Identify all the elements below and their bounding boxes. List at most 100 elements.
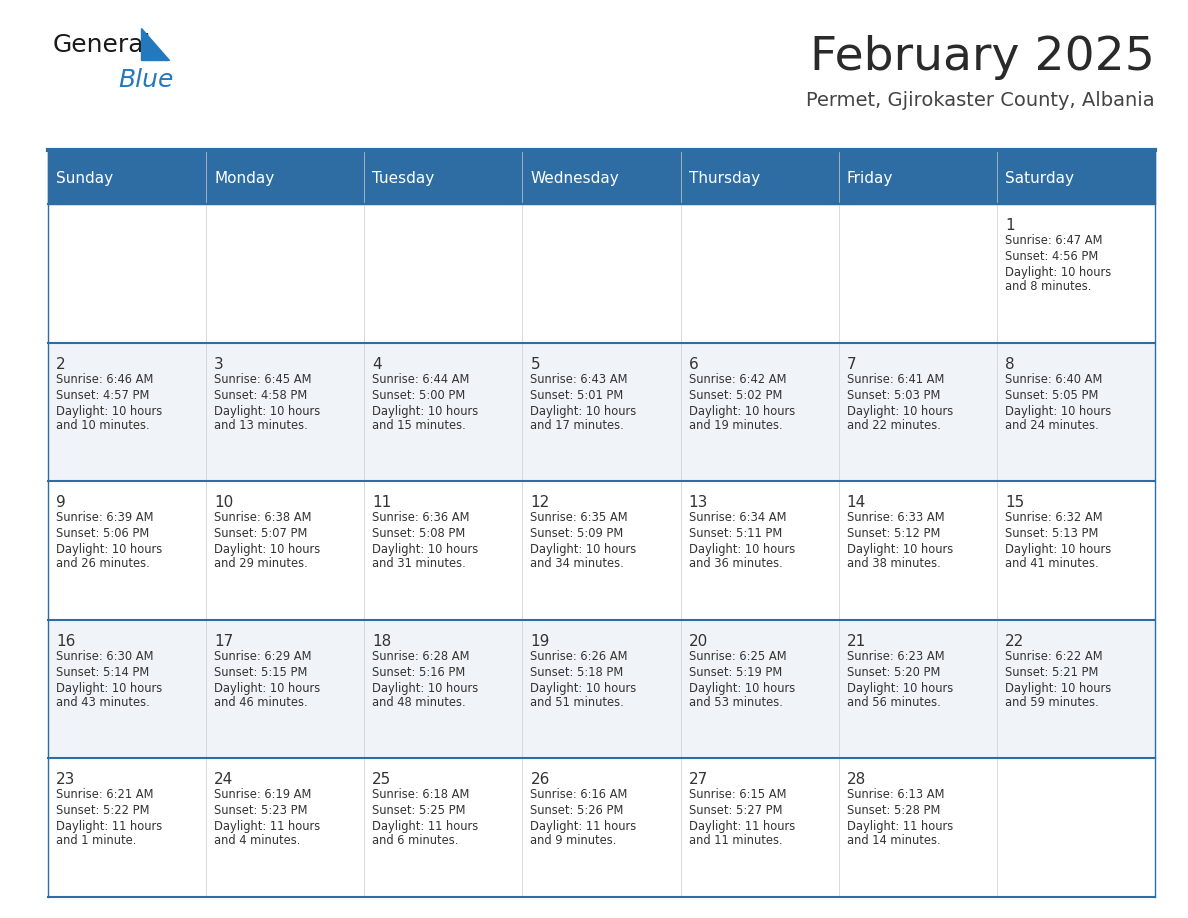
Text: 20: 20 xyxy=(689,633,708,649)
Text: Sunrise: 6:43 AM: Sunrise: 6:43 AM xyxy=(530,373,628,386)
Text: Sunset: 5:20 PM: Sunset: 5:20 PM xyxy=(847,666,940,678)
Text: and 59 minutes.: and 59 minutes. xyxy=(1005,696,1099,709)
Text: and 56 minutes.: and 56 minutes. xyxy=(847,696,941,709)
Text: Sunrise: 6:13 AM: Sunrise: 6:13 AM xyxy=(847,789,944,801)
Text: 14: 14 xyxy=(847,495,866,510)
Text: 22: 22 xyxy=(1005,633,1024,649)
Text: Daylight: 10 hours: Daylight: 10 hours xyxy=(847,543,953,556)
Text: 19: 19 xyxy=(530,633,550,649)
Text: Sunrise: 6:35 AM: Sunrise: 6:35 AM xyxy=(530,511,628,524)
Bar xyxy=(523,204,681,342)
Text: Sunrise: 6:46 AM: Sunrise: 6:46 AM xyxy=(56,373,153,386)
Text: Sunrise: 6:40 AM: Sunrise: 6:40 AM xyxy=(1005,373,1102,386)
Bar xyxy=(839,758,997,897)
Text: Sunrise: 6:29 AM: Sunrise: 6:29 AM xyxy=(214,650,311,663)
Text: 21: 21 xyxy=(847,633,866,649)
Text: and 34 minutes.: and 34 minutes. xyxy=(530,557,624,570)
Text: Sunset: 5:09 PM: Sunset: 5:09 PM xyxy=(530,527,624,540)
Text: 26: 26 xyxy=(530,772,550,788)
Text: 13: 13 xyxy=(689,495,708,510)
Bar xyxy=(48,152,1155,204)
Text: Sunrise: 6:25 AM: Sunrise: 6:25 AM xyxy=(689,650,786,663)
Text: Sunset: 5:28 PM: Sunset: 5:28 PM xyxy=(847,804,940,817)
Text: February 2025: February 2025 xyxy=(810,36,1155,81)
Text: Sunset: 5:27 PM: Sunset: 5:27 PM xyxy=(689,804,782,817)
Text: Daylight: 10 hours: Daylight: 10 hours xyxy=(530,543,637,556)
Text: Sunrise: 6:21 AM: Sunrise: 6:21 AM xyxy=(56,789,153,801)
Bar xyxy=(523,481,681,620)
Text: 5: 5 xyxy=(530,356,541,372)
Text: and 43 minutes.: and 43 minutes. xyxy=(56,696,150,709)
Text: Daylight: 11 hours: Daylight: 11 hours xyxy=(689,821,795,834)
Text: Sunset: 4:56 PM: Sunset: 4:56 PM xyxy=(1005,250,1098,263)
Bar xyxy=(48,481,207,620)
Text: and 15 minutes.: and 15 minutes. xyxy=(372,419,466,431)
Bar xyxy=(207,481,365,620)
Bar xyxy=(997,204,1155,342)
Text: and 17 minutes.: and 17 minutes. xyxy=(530,419,624,431)
Text: and 8 minutes.: and 8 minutes. xyxy=(1005,280,1092,293)
Text: and 29 minutes.: and 29 minutes. xyxy=(214,557,308,570)
Text: Sunset: 5:02 PM: Sunset: 5:02 PM xyxy=(689,388,782,401)
Text: Daylight: 11 hours: Daylight: 11 hours xyxy=(372,821,479,834)
Bar xyxy=(997,758,1155,897)
Text: Sunset: 5:19 PM: Sunset: 5:19 PM xyxy=(689,666,782,678)
Text: Saturday: Saturday xyxy=(1005,171,1074,185)
Bar xyxy=(207,204,365,342)
Text: Sunrise: 6:32 AM: Sunrise: 6:32 AM xyxy=(1005,511,1102,524)
Text: and 10 minutes.: and 10 minutes. xyxy=(56,419,150,431)
Text: Sunrise: 6:36 AM: Sunrise: 6:36 AM xyxy=(372,511,469,524)
Text: 28: 28 xyxy=(847,772,866,788)
Text: Sunrise: 6:18 AM: Sunrise: 6:18 AM xyxy=(372,789,469,801)
Bar xyxy=(48,204,207,342)
Text: Sunset: 5:26 PM: Sunset: 5:26 PM xyxy=(530,804,624,817)
Bar xyxy=(365,204,523,342)
Text: Sunset: 5:03 PM: Sunset: 5:03 PM xyxy=(847,388,940,401)
Text: Sunset: 5:25 PM: Sunset: 5:25 PM xyxy=(372,804,466,817)
Text: and 4 minutes.: and 4 minutes. xyxy=(214,834,301,847)
Text: Sunrise: 6:42 AM: Sunrise: 6:42 AM xyxy=(689,373,786,386)
Text: Daylight: 10 hours: Daylight: 10 hours xyxy=(214,405,321,418)
Text: Tuesday: Tuesday xyxy=(372,171,435,185)
Bar xyxy=(997,342,1155,481)
Text: Sunrise: 6:47 AM: Sunrise: 6:47 AM xyxy=(1005,234,1102,247)
Bar xyxy=(523,342,681,481)
Text: Permet, Gjirokaster County, Albania: Permet, Gjirokaster County, Albania xyxy=(807,91,1155,109)
Text: Daylight: 10 hours: Daylight: 10 hours xyxy=(1005,405,1111,418)
Text: 27: 27 xyxy=(689,772,708,788)
Text: Sunrise: 6:39 AM: Sunrise: 6:39 AM xyxy=(56,511,153,524)
Text: Daylight: 10 hours: Daylight: 10 hours xyxy=(214,543,321,556)
Text: Daylight: 10 hours: Daylight: 10 hours xyxy=(689,405,795,418)
Text: and 53 minutes.: and 53 minutes. xyxy=(689,696,783,709)
Text: Daylight: 11 hours: Daylight: 11 hours xyxy=(847,821,953,834)
Text: Daylight: 10 hours: Daylight: 10 hours xyxy=(689,682,795,695)
Text: and 13 minutes.: and 13 minutes. xyxy=(214,419,308,431)
Text: Sunset: 5:13 PM: Sunset: 5:13 PM xyxy=(1005,527,1098,540)
Bar xyxy=(48,620,207,758)
Text: Daylight: 10 hours: Daylight: 10 hours xyxy=(1005,682,1111,695)
Bar xyxy=(839,204,997,342)
Text: Sunset: 5:14 PM: Sunset: 5:14 PM xyxy=(56,666,150,678)
Bar xyxy=(523,758,681,897)
Text: and 41 minutes.: and 41 minutes. xyxy=(1005,557,1099,570)
Text: Sunset: 5:22 PM: Sunset: 5:22 PM xyxy=(56,804,150,817)
Text: Daylight: 10 hours: Daylight: 10 hours xyxy=(372,682,479,695)
Text: Daylight: 10 hours: Daylight: 10 hours xyxy=(847,682,953,695)
Text: Sunrise: 6:33 AM: Sunrise: 6:33 AM xyxy=(847,511,944,524)
Polygon shape xyxy=(141,28,169,60)
Text: and 11 minutes.: and 11 minutes. xyxy=(689,834,782,847)
Text: Daylight: 10 hours: Daylight: 10 hours xyxy=(372,405,479,418)
Text: 25: 25 xyxy=(372,772,392,788)
Text: Sunset: 5:07 PM: Sunset: 5:07 PM xyxy=(214,527,308,540)
Text: Sunrise: 6:45 AM: Sunrise: 6:45 AM xyxy=(214,373,311,386)
Bar xyxy=(48,758,207,897)
Text: Daylight: 10 hours: Daylight: 10 hours xyxy=(56,682,163,695)
Text: Sunset: 5:23 PM: Sunset: 5:23 PM xyxy=(214,804,308,817)
Text: Sunrise: 6:38 AM: Sunrise: 6:38 AM xyxy=(214,511,311,524)
Text: Sunset: 5:11 PM: Sunset: 5:11 PM xyxy=(689,527,782,540)
Text: 1: 1 xyxy=(1005,218,1015,233)
Bar xyxy=(681,204,839,342)
Text: Sunset: 4:57 PM: Sunset: 4:57 PM xyxy=(56,388,150,401)
Bar xyxy=(681,481,839,620)
Text: 17: 17 xyxy=(214,633,233,649)
